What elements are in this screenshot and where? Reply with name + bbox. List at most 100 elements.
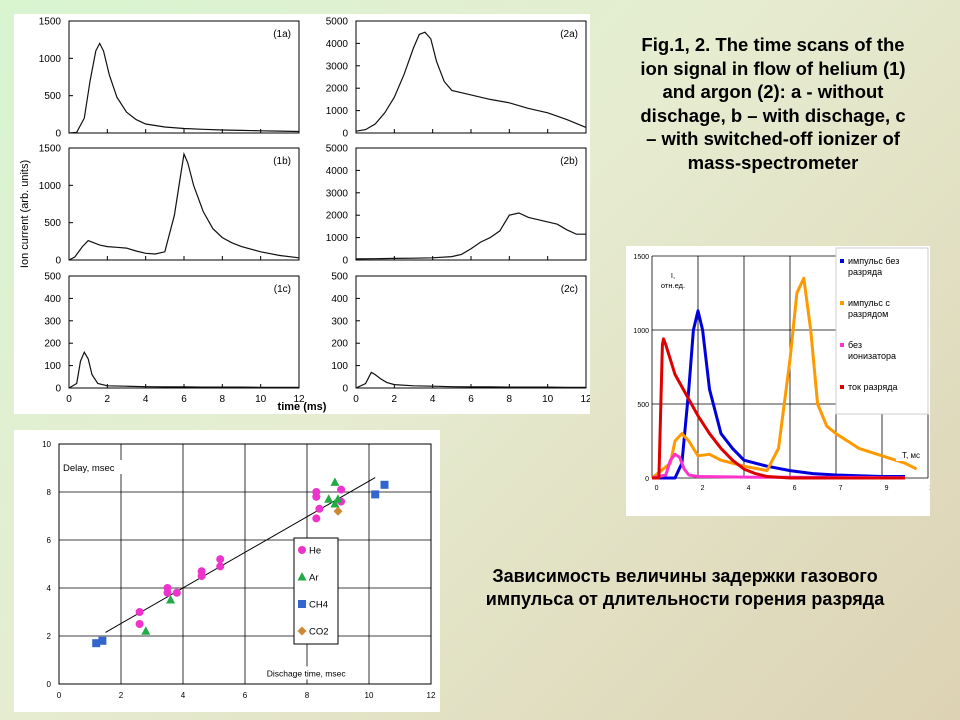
data-point bbox=[315, 504, 324, 513]
subplot-label: (1a) bbox=[273, 29, 291, 40]
y-label-box bbox=[654, 268, 692, 292]
pulse-comparison-svg: 0 500 1000 1500 0 2 4 6 7 9 11 I,отн.ед. T, мс импуль… bbox=[633, 247, 936, 492]
x-tick-label: 4 bbox=[747, 485, 751, 492]
caption-en-line: ion signal in flow of helium (1) bbox=[640, 57, 906, 79]
x-axis-label: T, мс bbox=[902, 451, 920, 460]
x-tick-label: 2 bbox=[105, 394, 111, 405]
x-tick-label: 6 bbox=[468, 394, 474, 405]
x-tick-label: 6 bbox=[181, 394, 187, 405]
y-tick-label: 500 bbox=[637, 402, 649, 409]
x-tick-label: 2 bbox=[392, 394, 398, 405]
time-scans-grid: 050010001500(1a)010002000300040005000(2a… bbox=[19, 17, 592, 414]
data-point bbox=[98, 636, 107, 645]
subplot-label: (1c) bbox=[274, 284, 291, 295]
y-tick-label: 1000 bbox=[326, 106, 349, 117]
subplot-label: (2c) bbox=[561, 284, 578, 295]
y-tick-label: 0 bbox=[47, 680, 52, 689]
delay-scatter-svg: 0 2 4 6 8 10 12 0 2 4 6 8 10 Delay, msec Dischage time… bbox=[42, 440, 436, 700]
ion-signal-curve bbox=[355, 31, 587, 132]
data-point bbox=[337, 485, 346, 494]
y-tick-label: 0 bbox=[342, 129, 348, 140]
y-tick-label: 3000 bbox=[326, 188, 349, 199]
y-tick-label: 1000 bbox=[39, 54, 62, 65]
data-point bbox=[333, 506, 343, 516]
y-tick-label: 500 bbox=[44, 218, 61, 229]
y-tick-label: 200 bbox=[331, 339, 348, 350]
y-tick-label: 100 bbox=[331, 361, 348, 372]
x-tick-label: 2 bbox=[119, 691, 124, 700]
y-tick-label: 1500 bbox=[39, 17, 62, 28]
data-point bbox=[163, 588, 172, 597]
subplot-frame bbox=[355, 20, 587, 134]
data-point bbox=[324, 494, 334, 503]
x-tick-label: 4 bbox=[143, 394, 149, 405]
x-tick-label: 6 bbox=[243, 691, 248, 700]
data-point bbox=[333, 494, 343, 503]
subplot-label: (2b) bbox=[560, 156, 578, 167]
subplot-frame bbox=[68, 20, 300, 134]
time-scans-figure: 0 500 1000 1500 (1a) 0 1000 2000 3000 4000 5000 (2a… bbox=[14, 14, 592, 414]
x-tick-label: 4 bbox=[181, 691, 186, 700]
caption-en-line: Fig.1, 2. The time scans of the bbox=[641, 34, 905, 55]
y-axis-label: I, bbox=[671, 271, 675, 280]
y-tick-label: 3000 bbox=[326, 61, 349, 72]
ion-signal-curve bbox=[68, 42, 300, 134]
legend-swatch bbox=[840, 301, 844, 305]
x-tick-label: 10 bbox=[542, 394, 554, 405]
x-tick-label: 0 bbox=[57, 691, 62, 700]
ion-signal-curve bbox=[355, 212, 586, 260]
y-tick-label: 0 bbox=[645, 476, 649, 483]
y-tick-label: 1000 bbox=[39, 181, 62, 192]
data-point bbox=[135, 620, 144, 628]
pulse-series-line bbox=[651, 276, 918, 480]
x-tick-label: 9 bbox=[885, 485, 889, 492]
y-axis-label: Delay, msec bbox=[63, 463, 115, 474]
y-tick-label: 1000 bbox=[633, 328, 649, 335]
data-point bbox=[197, 572, 206, 580]
caption-ru-line: Зависимость величины задержки газового bbox=[492, 566, 878, 586]
caption-en-line: and argon (2): a - without bbox=[662, 81, 884, 102]
legend-marker bbox=[298, 546, 306, 554]
data-point bbox=[141, 626, 151, 635]
caption-en-line: dischage, b – with dischage, c bbox=[640, 104, 906, 126]
data-point bbox=[371, 490, 380, 499]
x-tick-label: 7 bbox=[839, 485, 843, 492]
legend-label: CH4 bbox=[309, 600, 328, 611]
legend-label: ток разряда bbox=[848, 382, 898, 392]
y-tick-label: 300 bbox=[331, 316, 348, 327]
fit-line bbox=[105, 477, 376, 633]
x-label-box bbox=[263, 666, 360, 680]
x-axis-label: time (ms) bbox=[278, 401, 327, 413]
legend-label: импульс с разрядом bbox=[848, 298, 890, 319]
y-tick-label: 200 bbox=[44, 339, 61, 350]
x-axis-label: Dischage time, msec bbox=[267, 668, 347, 678]
legend-marker bbox=[297, 626, 307, 636]
y-tick-label: 8 bbox=[47, 488, 52, 497]
y-tick-label: 400 bbox=[44, 294, 61, 305]
y-tick-label: 500 bbox=[331, 272, 348, 283]
data-point bbox=[330, 499, 340, 508]
y-tick-label: 100 bbox=[44, 361, 61, 372]
y-tick-label: 6 bbox=[47, 536, 52, 545]
data-point bbox=[330, 477, 340, 486]
x-tick-label: 6 bbox=[793, 485, 797, 492]
caption-ru-line: импульса от длительности горения разряда bbox=[485, 589, 885, 609]
x-tick-label: 12 bbox=[427, 691, 436, 700]
legend-marker bbox=[297, 572, 307, 581]
y-tick-label: 4 bbox=[47, 584, 52, 593]
x-label-box bbox=[896, 448, 926, 461]
data-point bbox=[216, 555, 225, 564]
pulse-series-line bbox=[652, 309, 905, 480]
y-tick-label: 4000 bbox=[326, 39, 349, 50]
data-point bbox=[312, 492, 321, 501]
y-axis-label: отн.ед. bbox=[661, 281, 685, 290]
subplot-frame bbox=[355, 147, 587, 261]
pulse-series-line bbox=[652, 337, 905, 480]
data-point bbox=[380, 480, 389, 489]
x-tick-label: 0 bbox=[353, 394, 359, 405]
legend-label: без ионизатора bbox=[848, 340, 896, 361]
y-tick-label: 1500 bbox=[39, 144, 62, 155]
legend-label-line: без bbox=[848, 340, 862, 350]
legend-box bbox=[293, 537, 339, 645]
y-tick-label: 0 bbox=[342, 384, 348, 395]
